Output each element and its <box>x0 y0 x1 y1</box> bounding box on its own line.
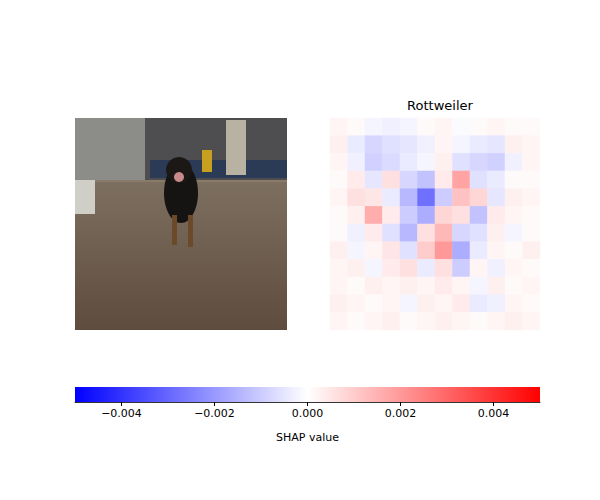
svg-text:0.004: 0.004 <box>478 407 510 420</box>
svg-text:−0.004: −0.004 <box>101 407 142 420</box>
svg-text:SHAP value: SHAP value <box>276 431 339 444</box>
svg-text:−0.002: −0.002 <box>194 407 235 420</box>
svg-text:Rottweiler: Rottweiler <box>407 98 473 113</box>
svg-text:0.002: 0.002 <box>385 407 417 420</box>
svg-text:0.000: 0.000 <box>292 407 324 420</box>
